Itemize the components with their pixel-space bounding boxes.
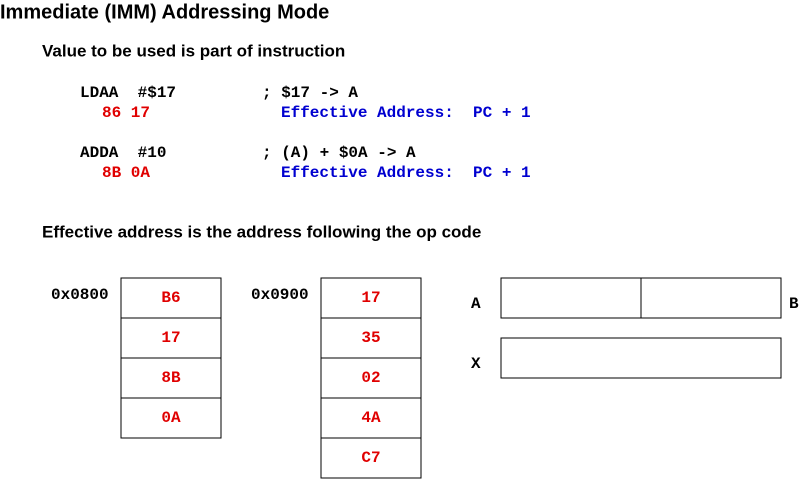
memory-value: 4A xyxy=(361,409,381,427)
machine-code: 86 17 xyxy=(102,104,150,122)
register-x xyxy=(500,337,782,379)
memory-value: 02 xyxy=(361,369,380,387)
memory-cell xyxy=(320,277,422,319)
effective-address: Effective Address: PC + 1 xyxy=(281,104,531,122)
memory-value: 35 xyxy=(361,329,380,347)
register-label: A xyxy=(471,295,481,313)
memory-address: 0x0900 xyxy=(251,286,309,304)
comment: ; (A) + $0A -> A xyxy=(262,144,416,162)
register-label: X xyxy=(471,355,481,373)
memory-cell xyxy=(320,357,422,399)
memory-cell xyxy=(320,437,422,479)
memory-cell xyxy=(120,277,222,319)
memory-cell xyxy=(120,357,222,399)
comment: ; $17 -> A xyxy=(262,84,358,102)
memory-address: 0x0800 xyxy=(51,286,109,304)
memory-value: 17 xyxy=(161,329,180,347)
effective-address: Effective Address: PC + 1 xyxy=(281,164,531,182)
instruction: LDAA #$17 xyxy=(80,84,176,102)
memory-value: B6 xyxy=(161,289,180,307)
memory-value: 0A xyxy=(161,409,181,427)
memory-value: 8B xyxy=(161,369,181,387)
memory-cell xyxy=(120,397,222,439)
memory-value: C7 xyxy=(361,449,380,467)
machine-code: 8B 0A xyxy=(102,164,150,182)
memory-cell xyxy=(320,397,422,439)
subtitle: Value to be used is part of instruction xyxy=(42,41,345,60)
instruction: ADDA #10 xyxy=(80,144,166,162)
note: Effective address is the address followi… xyxy=(42,222,481,241)
title: Immediate (IMM) Addressing Mode xyxy=(0,1,329,23)
register-label: B xyxy=(789,295,799,313)
memory-cell xyxy=(320,317,422,359)
memory-value: 17 xyxy=(361,289,380,307)
